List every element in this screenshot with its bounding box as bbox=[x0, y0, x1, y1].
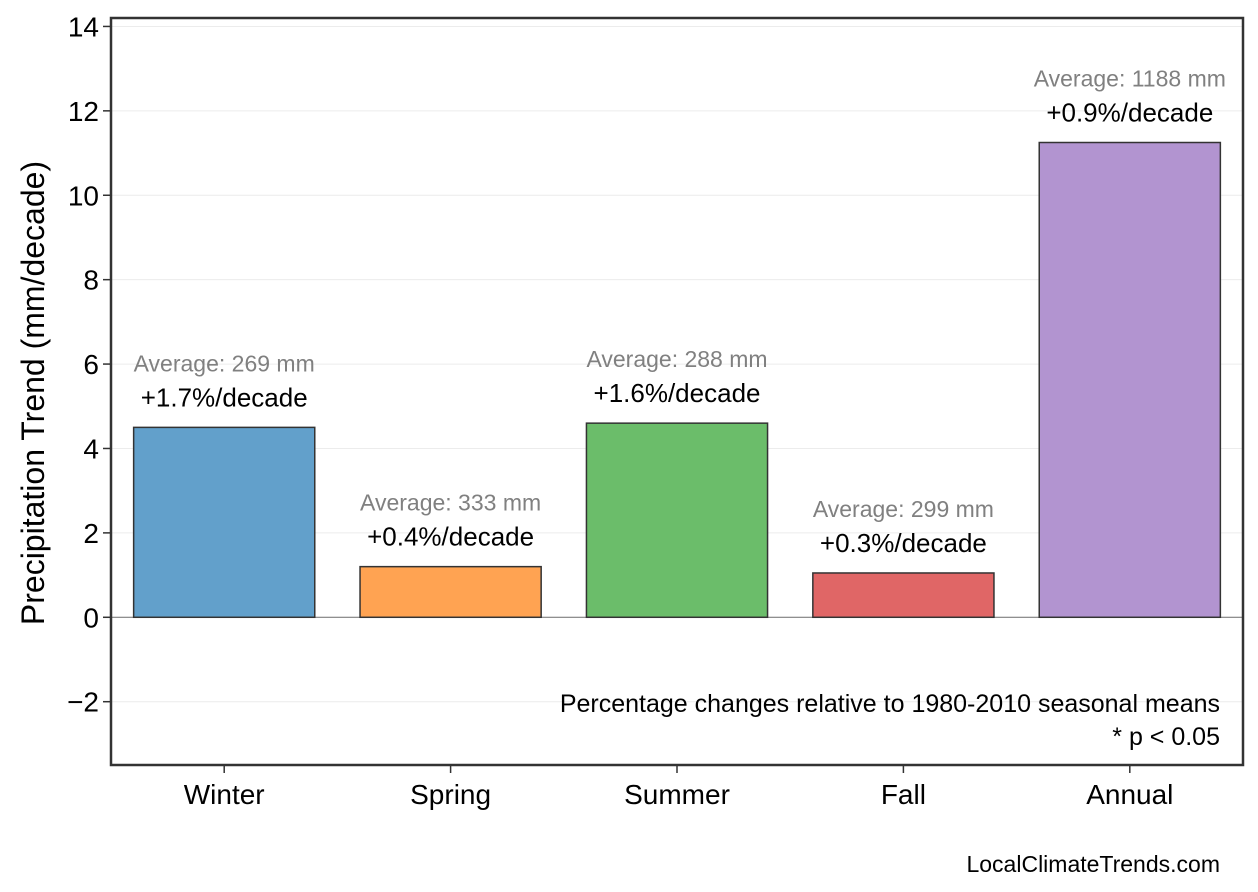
bar-winter bbox=[132, 426, 316, 619]
y-axis-ticks: −2 0 2 4 6 8 10 12 14 bbox=[67, 11, 111, 718]
x-tick-label: Summer bbox=[624, 779, 730, 810]
x-tick-label: Fall bbox=[881, 779, 926, 810]
average-label: Average: 1188 mm bbox=[1034, 66, 1226, 92]
bar-spring bbox=[359, 565, 542, 619]
x-tick-label: Spring bbox=[410, 779, 491, 810]
percent-label: +0.3%/decade bbox=[820, 528, 987, 558]
y-tick-label: 8 bbox=[83, 265, 99, 296]
y-tick-label: 6 bbox=[83, 349, 99, 380]
bar-annual bbox=[1038, 141, 1222, 619]
average-label: Average: 288 mm bbox=[586, 346, 767, 372]
bars bbox=[132, 141, 1222, 619]
average-label: Average: 333 mm bbox=[360, 490, 541, 516]
note-percentage: Percentage changes relative to 1980-2010… bbox=[560, 690, 1220, 718]
y-tick-label: 4 bbox=[83, 433, 99, 464]
bar-labels: +1.7%/decade Average: 269 mm +0.4%/decade A… bbox=[134, 66, 1226, 558]
percent-label: +0.9%/decade bbox=[1046, 98, 1213, 128]
y-tick-label: −2 bbox=[67, 687, 99, 718]
y-tick-label: 10 bbox=[68, 180, 99, 211]
x-axis-ticks: Winter Spring Summer Fall Annual bbox=[184, 765, 1173, 810]
bar-fall bbox=[812, 572, 995, 619]
y-tick-label: 0 bbox=[83, 602, 99, 633]
percent-label: +1.6%/decade bbox=[594, 378, 761, 408]
watermark: LocalClimateTrends.com bbox=[966, 851, 1220, 877]
percent-label: +1.7%/decade bbox=[141, 382, 308, 412]
y-tick-label: 2 bbox=[83, 518, 99, 549]
y-tick-label: 14 bbox=[68, 11, 99, 42]
average-label: Average: 299 mm bbox=[813, 496, 994, 522]
plot-frame bbox=[109, 16, 1245, 767]
y-tick-label: 12 bbox=[68, 96, 99, 127]
x-tick-label: Annual bbox=[1086, 779, 1173, 810]
bar-summer bbox=[585, 422, 769, 619]
y-axis-label: Precipitation Trend (mm/decade) bbox=[15, 161, 51, 625]
note-significance: * p < 0.05 bbox=[1112, 723, 1220, 751]
x-tick-label: Winter bbox=[184, 779, 265, 810]
average-label: Average: 269 mm bbox=[134, 350, 315, 376]
percent-label: +0.4%/decade bbox=[367, 522, 534, 552]
